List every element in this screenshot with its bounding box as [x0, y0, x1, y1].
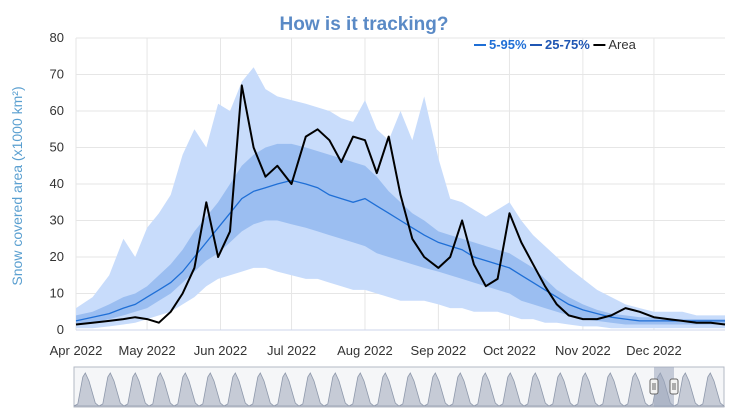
y-tick-label: 10 — [50, 286, 64, 301]
series-lines — [75, 84, 726, 326]
area-line — [75, 84, 726, 326]
legend-label: Area — [608, 37, 636, 52]
x-tick-label: May 2022 — [119, 343, 176, 358]
x-tick-label: Sep 2022 — [411, 343, 467, 358]
x-tick-label: Oct 2022 — [483, 343, 536, 358]
y-tick-label: 0 — [57, 322, 64, 337]
y-tick-label: 40 — [50, 176, 64, 191]
y-tick-label: 50 — [50, 140, 64, 155]
navigator-selection — [654, 367, 674, 407]
x-tick-label: Apr 2022 — [50, 343, 103, 358]
grip-handle-icon[interactable] — [669, 378, 679, 395]
x-tick-label: Nov 2022 — [555, 343, 611, 358]
chart-title: How is it tracking? — [280, 14, 449, 35]
navigator-frame — [73, 366, 725, 408]
range-navigator[interactable] — [73, 366, 726, 408]
handle-body — [669, 378, 679, 395]
legend-item[interactable]: 5-95% — [474, 37, 527, 52]
x-tick-label: Aug 2022 — [337, 343, 393, 358]
legend: 5-95% 25-75% Area — [474, 37, 637, 52]
x-tick-label: Dec 2022 — [626, 343, 682, 358]
navigator-series — [73, 372, 726, 407]
handle-body — [649, 378, 659, 395]
axes: 0 10 20 30 40 50 60 70 80 Apr 2022 May 2022 Jun 202… — [50, 30, 725, 358]
y-axis-label: Snow covered area (x1000 km²) — [9, 86, 25, 285]
y-tick-label: 20 — [50, 249, 64, 264]
y-tick-label: 70 — [50, 67, 64, 82]
y-tick-label: 80 — [50, 30, 64, 45]
y-tick-label: 60 — [50, 103, 64, 118]
median-line — [75, 179, 725, 322]
x-tick-label: Jun 2022 — [194, 343, 248, 358]
legend-item[interactable]: Area — [593, 37, 637, 52]
band-25-75 — [76, 143, 725, 325]
legend-label: 25-75% — [545, 37, 590, 52]
legend-label: 5-95% — [489, 37, 527, 52]
x-tick-label: Jul 2022 — [267, 343, 316, 358]
y-tick-label: 30 — [50, 213, 64, 228]
grip-handle-icon[interactable] — [649, 378, 659, 395]
legend-item[interactable]: 25-75% — [530, 37, 590, 52]
